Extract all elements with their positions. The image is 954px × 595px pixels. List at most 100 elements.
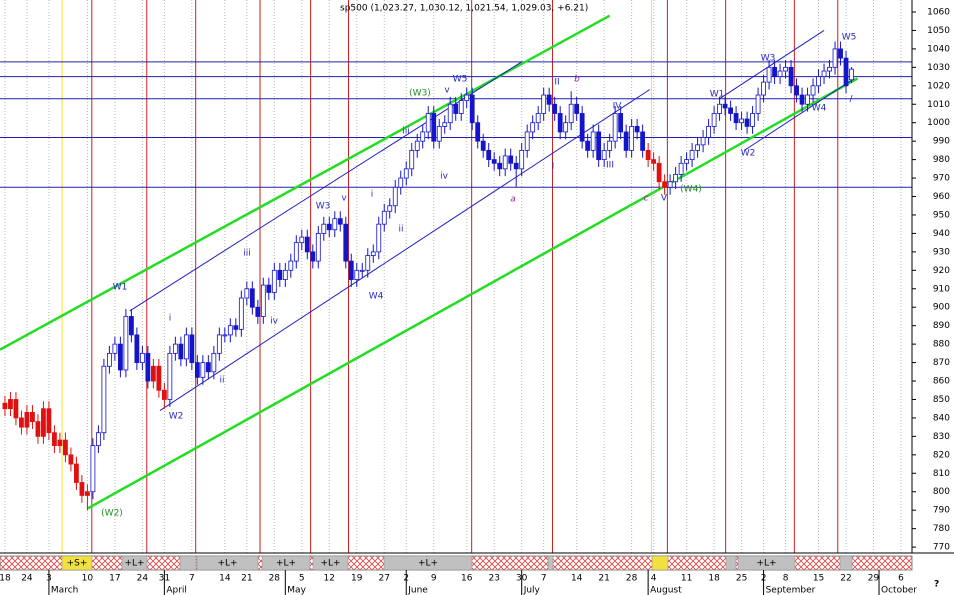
- candle-body: [255, 306, 261, 317]
- candle-body: [772, 66, 777, 77]
- wave-label: iv: [270, 317, 279, 327]
- candle-body: [321, 223, 327, 234]
- signal-label: +L+: [217, 559, 237, 569]
- candle-body: [326, 223, 332, 231]
- candle-body: [266, 284, 272, 293]
- candle-body: [458, 100, 464, 114]
- signal-label: +L+: [276, 559, 296, 569]
- candle-body: [750, 113, 755, 127]
- y-tick-label: 870: [933, 358, 950, 368]
- candle-body: [629, 125, 635, 151]
- candle-body: [112, 343, 118, 354]
- wave-label: i: [169, 314, 172, 324]
- candle-body: [150, 365, 156, 382]
- candle-body: [464, 94, 470, 101]
- x-tick-label: 19: [351, 574, 363, 584]
- candle-body: [497, 162, 503, 170]
- candle-body: [744, 118, 750, 127]
- candle-body: [63, 439, 68, 456]
- candle-body: [667, 181, 673, 188]
- x-tick-label: 18: [0, 574, 11, 584]
- trend-line: [744, 78, 855, 151]
- candle-body: [805, 94, 810, 105]
- y-tick-label: 950: [933, 210, 950, 220]
- y-tick-label: 780: [933, 524, 950, 534]
- x-tick-label: 7: [189, 574, 195, 584]
- wave-label: W4: [369, 292, 384, 302]
- y-tick-label: 840: [933, 413, 950, 423]
- candle-body: [585, 140, 591, 151]
- candle-body: [678, 162, 684, 175]
- x-tick-label: 21: [241, 574, 252, 584]
- candle-body: [656, 162, 662, 183]
- candle-body: [106, 352, 112, 367]
- candle-body: [74, 463, 79, 483]
- candle-body: [695, 144, 701, 151]
- wave-label: W2: [169, 412, 184, 422]
- candle-body: [524, 131, 530, 151]
- wave-label: W5: [842, 33, 857, 43]
- y-tick-label: 1040: [927, 44, 950, 54]
- wave-label: v: [341, 194, 347, 204]
- y-tick-label: 810: [933, 469, 950, 479]
- trend-line: [87, 77, 859, 510]
- wave-label: II: [554, 78, 559, 88]
- candle-body: [85, 491, 90, 496]
- candle-body: [469, 94, 475, 124]
- candle-body: [568, 103, 574, 124]
- wave-label: c: [644, 194, 649, 204]
- help-icon[interactable]: ?: [934, 580, 939, 590]
- trend-line: [719, 30, 825, 100]
- candle-body: [194, 362, 200, 378]
- candle-body: [35, 421, 41, 437]
- y-tick-label: 880: [933, 340, 950, 350]
- signal-label: +L+: [124, 559, 144, 569]
- y-tick-label: 920: [933, 266, 950, 276]
- candle-body: [222, 334, 228, 337]
- x-tick-label: 9: [431, 574, 437, 584]
- y-tick-label: 770: [933, 543, 950, 553]
- x-tick-label: 24: [21, 574, 33, 584]
- candle-body: [101, 365, 107, 434]
- candle-body: [134, 334, 140, 363]
- candle-body: [607, 140, 613, 151]
- x-tick-label: 28: [269, 574, 281, 584]
- wave-label: W4: [812, 104, 827, 114]
- signal-segment: [121, 555, 148, 571]
- candle-body: [46, 408, 52, 434]
- signal-segment: [839, 555, 853, 571]
- candle-body: [2, 402, 8, 410]
- x-tick-label: 14: [571, 574, 583, 584]
- candle-body: [442, 122, 448, 127]
- candle-body: [420, 131, 426, 142]
- candle-body: [453, 103, 459, 114]
- y-tick-label: 890: [933, 321, 950, 331]
- wave-label: W5: [453, 75, 468, 85]
- chart-title: sp500 (1,023.27, 1,030.12, 1,021.54, 1,0…: [340, 4, 588, 14]
- signal-label: +L+: [756, 559, 776, 569]
- candle-body: [783, 66, 788, 72]
- wave-label: b: [574, 75, 580, 85]
- candle-body: [733, 113, 739, 124]
- signal-segment: [547, 555, 554, 571]
- candle-body: [838, 48, 843, 59]
- candle-body: [486, 149, 492, 161]
- candle-body: [557, 113, 563, 133]
- candle-body: [381, 210, 387, 225]
- candle-body: [651, 159, 657, 164]
- candle-body: [123, 316, 129, 371]
- wave-label: V: [661, 194, 668, 204]
- candle-body: [79, 482, 85, 496]
- y-tick-label: 1050: [927, 26, 950, 36]
- candle-body: [8, 399, 13, 410]
- candle-body: [849, 68, 854, 81]
- month-label: March: [51, 586, 78, 595]
- wave-label: iv: [440, 172, 449, 182]
- candle-body: [425, 113, 431, 133]
- y-tick-label: 830: [933, 432, 950, 442]
- x-tick-label: 29: [868, 574, 880, 584]
- candle-body: [717, 103, 722, 114]
- candle-body: [299, 236, 305, 244]
- candle-body: [183, 334, 189, 360]
- candle-body: [832, 48, 838, 68]
